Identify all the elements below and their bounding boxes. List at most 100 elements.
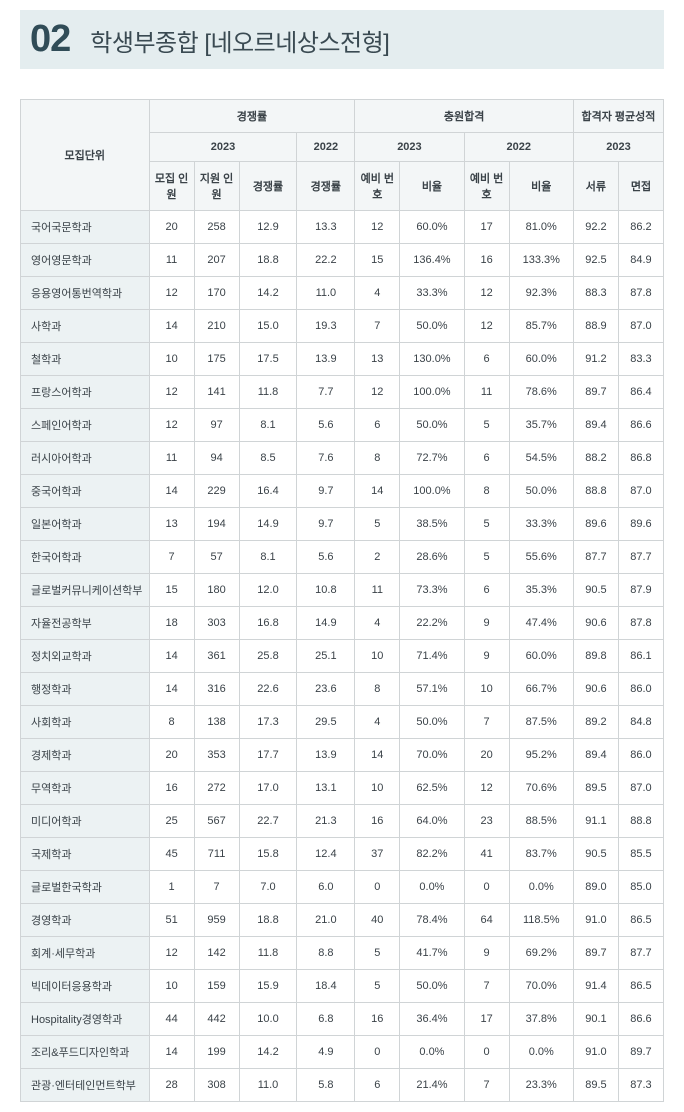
cell-ratio23: 62.5% (400, 772, 464, 805)
cell-apps: 308 (194, 1069, 239, 1102)
cell-ratio22: 35.3% (509, 574, 573, 607)
cell-apps: 272 (194, 772, 239, 805)
cell-ratio23: 50.0% (400, 970, 464, 1003)
cell-iv: 86.2 (618, 211, 663, 244)
cell-res22: 0 (464, 1036, 509, 1069)
cell-iv: 87.8 (618, 607, 663, 640)
table-row: 응용영어통번역학과1217014.211.0433.3%1292.3%88.38… (21, 277, 664, 310)
cell-ratio22: 54.5% (509, 442, 573, 475)
cell-recruit: 20 (149, 211, 194, 244)
cell-rate: 22.6 (239, 673, 297, 706)
cell-res23: 7 (355, 310, 400, 343)
cell-rate: 11.0 (239, 1069, 297, 1102)
dept-cell: 중국어학과 (21, 475, 150, 508)
cell-apps: 7 (194, 871, 239, 904)
cell-res22: 12 (464, 310, 509, 343)
cell-ratio22: 33.3% (509, 508, 573, 541)
cell-recruit: 11 (149, 442, 194, 475)
col-interview: 면접 (618, 162, 663, 211)
cell-rate22: 13.1 (297, 772, 355, 805)
cell-res22: 7 (464, 1069, 509, 1102)
cell-apps: 94 (194, 442, 239, 475)
cell-ratio22: 133.3% (509, 244, 573, 277)
cell-iv: 89.6 (618, 508, 663, 541)
cell-res22: 20 (464, 739, 509, 772)
cell-ratio22: 81.0% (509, 211, 573, 244)
cell-doc: 89.8 (573, 640, 618, 673)
cell-doc: 89.0 (573, 871, 618, 904)
cell-apps: 210 (194, 310, 239, 343)
cell-res22: 8 (464, 475, 509, 508)
cell-doc: 89.6 (573, 508, 618, 541)
cell-res23: 5 (355, 508, 400, 541)
cell-ratio22: 85.7% (509, 310, 573, 343)
section-header: 02 학생부종합 [네오르네상스전형] (20, 10, 664, 69)
cell-ratio23: 78.4% (400, 904, 464, 937)
col-2022-b: 2022 (464, 133, 573, 162)
dept-cell: 경제학과 (21, 739, 150, 772)
cell-iv: 86.4 (618, 376, 663, 409)
cell-rate: 8.5 (239, 442, 297, 475)
dept-cell: 무역학과 (21, 772, 150, 805)
table-row: 무역학과1627217.013.11062.5%1270.6%89.587.0 (21, 772, 664, 805)
cell-ratio22: 37.8% (509, 1003, 573, 1036)
cell-ratio23: 0.0% (400, 871, 464, 904)
cell-doc: 91.0 (573, 904, 618, 937)
cell-doc: 90.1 (573, 1003, 618, 1036)
cell-doc: 90.5 (573, 838, 618, 871)
table-row: 미디어학과2556722.721.31664.0%2388.5%91.188.8 (21, 805, 664, 838)
cell-rate22: 6.0 (297, 871, 355, 904)
cell-doc: 91.1 (573, 805, 618, 838)
cell-recruit: 25 (149, 805, 194, 838)
cell-ratio22: 92.3% (509, 277, 573, 310)
cell-recruit: 20 (149, 739, 194, 772)
cell-ratio23: 130.0% (400, 343, 464, 376)
cell-recruit: 14 (149, 475, 194, 508)
cell-ratio23: 100.0% (400, 475, 464, 508)
table-row: 사학과1421015.019.3750.0%1285.7%88.987.0 (21, 310, 664, 343)
table-row: Hospitality경영학과4444210.06.81636.4%1737.8… (21, 1003, 664, 1036)
cell-rate22: 6.8 (297, 1003, 355, 1036)
cell-ratio22: 95.2% (509, 739, 573, 772)
dept-cell: 조리&푸드디자인학과 (21, 1036, 150, 1069)
cell-iv: 86.1 (618, 640, 663, 673)
table-row: 글로벌커뮤니케이션학부1518012.010.81173.3%635.3%90.… (21, 574, 664, 607)
cell-rate22: 13.9 (297, 343, 355, 376)
cell-rate: 15.0 (239, 310, 297, 343)
cell-ratio22: 35.7% (509, 409, 573, 442)
cell-ratio23: 82.2% (400, 838, 464, 871)
cell-recruit: 51 (149, 904, 194, 937)
cell-recruit: 10 (149, 343, 194, 376)
cell-rate: 17.7 (239, 739, 297, 772)
col-2023-b: 2023 (355, 133, 464, 162)
section-title: 학생부종합 [네오르네상스전형] (90, 23, 389, 58)
cell-rate22: 13.9 (297, 739, 355, 772)
cell-recruit: 10 (149, 970, 194, 1003)
cell-rate22: 12.4 (297, 838, 355, 871)
cell-ratio22: 0.0% (509, 1036, 573, 1069)
cell-res22: 17 (464, 1003, 509, 1036)
cell-res23: 16 (355, 805, 400, 838)
cell-doc: 88.9 (573, 310, 618, 343)
cell-ratio22: 66.7% (509, 673, 573, 706)
cell-ratio23: 50.0% (400, 706, 464, 739)
cell-iv: 86.6 (618, 409, 663, 442)
cell-res22: 9 (464, 607, 509, 640)
cell-rate22: 10.8 (297, 574, 355, 607)
col-competition: 경쟁률 (149, 100, 355, 133)
cell-iv: 87.7 (618, 937, 663, 970)
dept-cell: 러시아어학과 (21, 442, 150, 475)
cell-iv: 86.5 (618, 970, 663, 1003)
cell-ratio23: 36.4% (400, 1003, 464, 1036)
cell-recruit: 8 (149, 706, 194, 739)
dept-cell: 일본어학과 (21, 508, 150, 541)
dept-cell: Hospitality경영학과 (21, 1003, 150, 1036)
cell-doc: 89.7 (573, 376, 618, 409)
cell-rate: 12.9 (239, 211, 297, 244)
cell-recruit: 1 (149, 871, 194, 904)
cell-doc: 89.7 (573, 937, 618, 970)
cell-recruit: 12 (149, 937, 194, 970)
col-rate: 경쟁률 (239, 162, 297, 211)
cell-ratio22: 50.0% (509, 475, 573, 508)
cell-iv: 84.9 (618, 244, 663, 277)
